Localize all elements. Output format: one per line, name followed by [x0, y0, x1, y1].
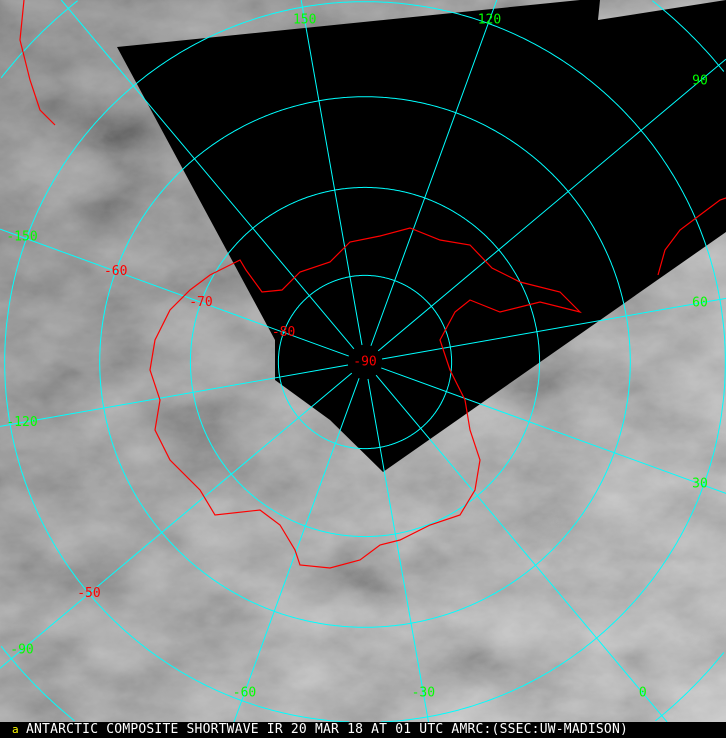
latitude-label: -80 — [272, 325, 295, 340]
longitude-label: 90 — [692, 73, 708, 88]
longitude-label: 0 — [639, 686, 647, 701]
latitude-ring — [99, 96, 631, 628]
meridian-line — [60, 0, 355, 350]
meridian-line — [381, 297, 726, 360]
meridian-line — [300, 0, 363, 346]
meridian-line — [375, 374, 668, 722]
meridian-line — [0, 228, 349, 357]
longitude-label: -120 — [6, 415, 37, 430]
longitude-label: 30 — [692, 476, 708, 491]
meridian-line — [233, 378, 360, 722]
meridian-line — [377, 58, 726, 352]
latitude-ring — [0, 0, 725, 722]
meridian-line — [0, 364, 349, 427]
latitude-ring — [277, 274, 453, 450]
meridian-line — [367, 378, 429, 722]
longitude-label: -150 — [6, 230, 37, 245]
antarctic-coastline — [149, 227, 582, 569]
longitude-label: -90 — [10, 642, 33, 657]
latitude-label: -60 — [104, 264, 127, 279]
longitude-label: -60 — [233, 686, 256, 701]
longitude-label: 150 — [293, 13, 316, 28]
meridian-line — [370, 0, 498, 346]
longitude-label: 60 — [692, 295, 708, 310]
latitude-ring — [189, 186, 541, 538]
latitude-label: -90 — [353, 355, 376, 370]
south-america-coastline — [19, 0, 726, 276]
caption-mark: a — [12, 723, 19, 736]
meridian-line — [381, 367, 726, 494]
longitude-label: 120 — [478, 13, 501, 28]
no-data-region — [117, 0, 726, 472]
latitude-ring — [4, 1, 726, 722]
latitude-label: -70 — [189, 295, 212, 310]
longitude-label: -30 — [412, 686, 435, 701]
lat-lon-grid — [0, 0, 726, 722]
image-caption: ANTARCTIC COMPOSITE SHORTWAVE IR 20 MAR … — [0, 722, 726, 738]
map-canvas: 150 120 90 60 30 0 -30 -60 -90 -120 -150 -50 -60 -70 -… — [0, 0, 726, 722]
meridian-line — [0, 372, 353, 669]
latitude-label: -50 — [77, 586, 100, 601]
